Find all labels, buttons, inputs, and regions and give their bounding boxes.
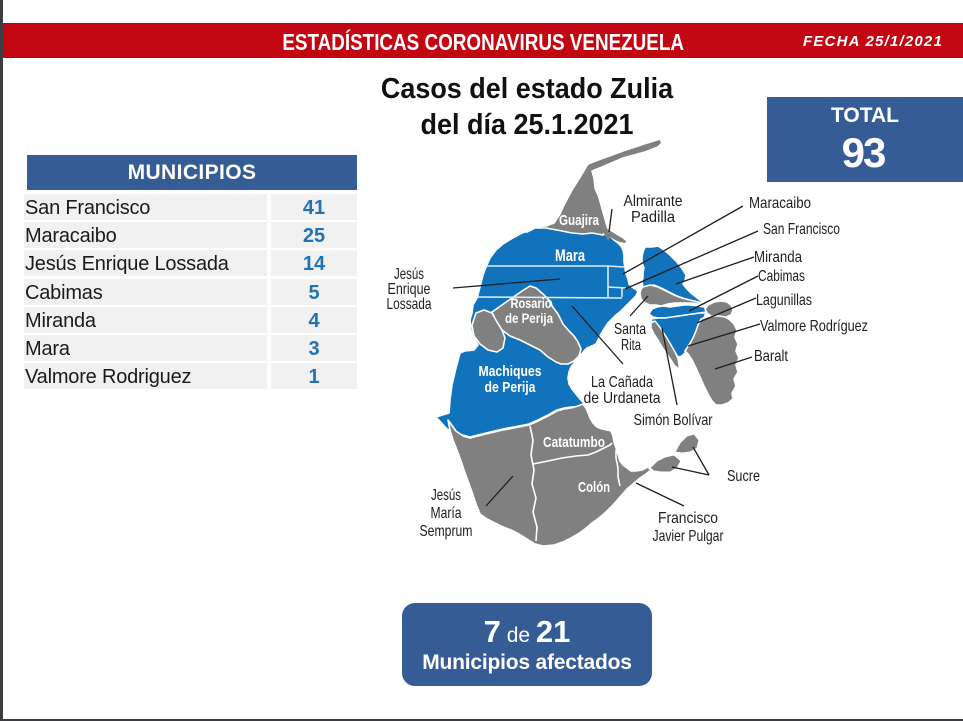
svg-text:Rosario: Rosario — [511, 295, 552, 311]
svg-text:Baralt: Baralt — [754, 348, 788, 365]
svg-text:Maracaibo: Maracaibo — [749, 195, 811, 212]
svg-text:Lagunillas: Lagunillas — [756, 292, 812, 309]
svg-text:Cabimas: Cabimas — [758, 268, 805, 285]
svg-text:Padilla: Padilla — [631, 209, 675, 226]
svg-text:San Francisco: San Francisco — [763, 221, 840, 238]
svg-text:Javier Pulgar: Javier Pulgar — [653, 528, 725, 545]
svg-text:Guajira: Guajira — [559, 212, 600, 229]
svg-text:Jesús: Jesús — [394, 266, 424, 283]
svg-text:Lossada: Lossada — [387, 296, 432, 313]
svg-text:de Perija: de Perija — [505, 310, 553, 326]
svg-text:Francisco: Francisco — [658, 510, 718, 527]
svg-text:Machiques: Machiques — [479, 363, 542, 380]
svg-text:María: María — [431, 505, 462, 522]
svg-text:Jesús: Jesús — [431, 487, 461, 504]
svg-text:de Perija: de Perija — [485, 379, 537, 396]
svg-text:Valmore Rodríguez: Valmore Rodríguez — [760, 318, 868, 335]
svg-text:Santa: Santa — [614, 321, 646, 338]
svg-text:Almirante: Almirante — [624, 193, 683, 210]
svg-text:de Urdaneta: de Urdaneta — [584, 390, 661, 407]
svg-text:Sucre: Sucre — [727, 468, 760, 485]
svg-text:Colón: Colón — [578, 479, 610, 496]
svg-text:Enrique: Enrique — [388, 281, 431, 298]
svg-text:Simón Bolívar: Simón Bolívar — [634, 412, 714, 429]
svg-text:Mara: Mara — [555, 246, 585, 265]
svg-text:Rita: Rita — [621, 337, 641, 354]
svg-text:La Cañada: La Cañada — [591, 374, 653, 391]
svg-text:Semprum: Semprum — [420, 523, 473, 540]
svg-text:Miranda: Miranda — [754, 249, 802, 266]
svg-text:Catatumbo: Catatumbo — [543, 434, 605, 451]
